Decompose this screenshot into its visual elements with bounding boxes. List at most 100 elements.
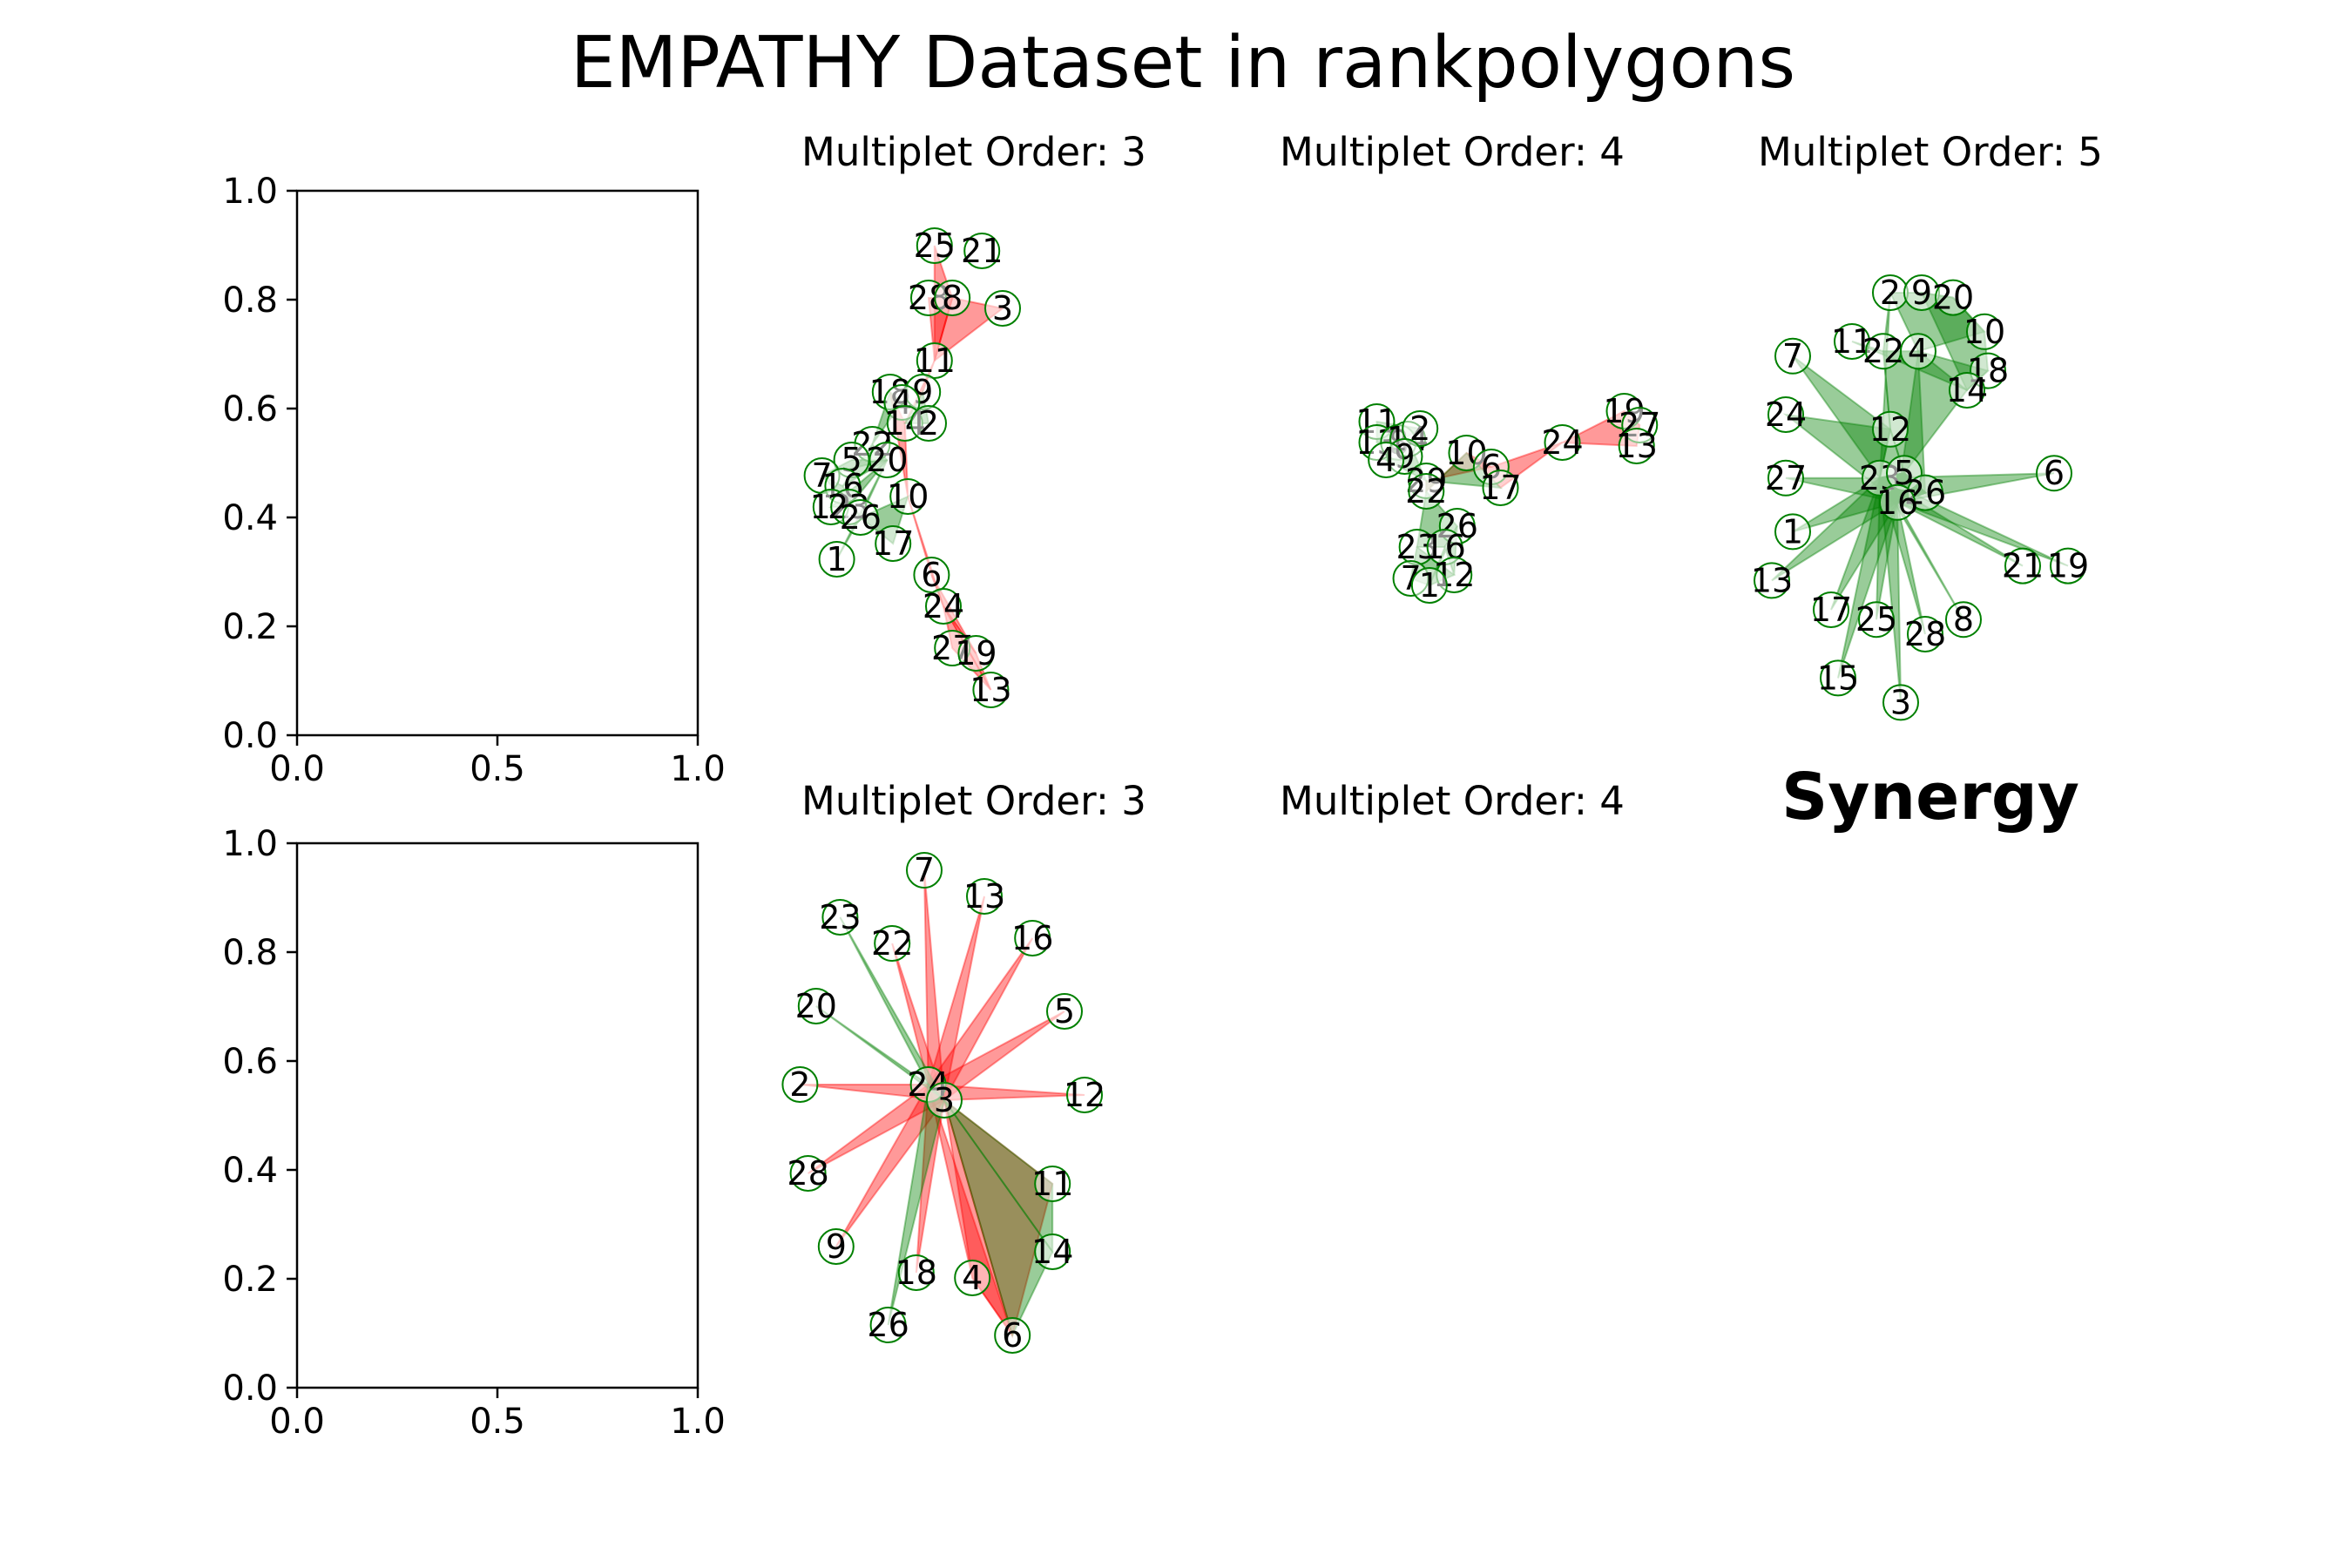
node-label: 4 bbox=[1908, 332, 1929, 370]
node-marker bbox=[1907, 616, 1943, 652]
x-tick-label: 0.0 bbox=[269, 1402, 325, 1442]
node-marker bbox=[2050, 547, 2086, 585]
y-tick-label: 0.0 bbox=[222, 716, 278, 756]
node-label: 2 bbox=[789, 1065, 810, 1104]
node-label: 13 bbox=[1616, 427, 1658, 465]
node-label: 11 bbox=[914, 341, 956, 380]
node-label: 10 bbox=[1963, 313, 2005, 351]
redundancy-hyperedge bbox=[943, 1098, 1054, 1339]
y-tick-label: 0.4 bbox=[222, 498, 278, 538]
node-marker bbox=[925, 588, 962, 625]
y-tick-label: 0.6 bbox=[222, 389, 278, 429]
node-label: 2 bbox=[1880, 274, 1901, 312]
node-marker bbox=[1813, 591, 1849, 628]
node-marker bbox=[966, 878, 1003, 915]
node-label: 13 bbox=[1751, 561, 1793, 599]
x-tick-label: 0.5 bbox=[470, 1402, 525, 1442]
empty-axes-top: 0.0 0.5 1.0 0.0 0.2 0.4 0.6 0.8 1.0 bbox=[222, 172, 725, 789]
node-label: 8 bbox=[942, 279, 963, 317]
node-marker bbox=[910, 405, 947, 442]
node-marker bbox=[1618, 428, 1655, 464]
node-marker bbox=[916, 227, 953, 264]
node-marker bbox=[1858, 601, 1895, 639]
node-marker bbox=[957, 635, 995, 672]
node-label: 26 bbox=[840, 498, 882, 537]
synergy-label: Synergy bbox=[1781, 760, 2079, 835]
node-label: 24 bbox=[1541, 423, 1583, 462]
node-marker bbox=[781, 1066, 819, 1103]
node-label: 17 bbox=[872, 524, 914, 563]
y-tick-label: 0.2 bbox=[222, 1260, 278, 1300]
node-marker bbox=[1945, 601, 1982, 639]
y-tick-label: 1.0 bbox=[222, 824, 278, 864]
node-marker bbox=[1820, 659, 1856, 697]
node-marker bbox=[874, 925, 911, 962]
node-label: 2 bbox=[918, 404, 939, 443]
node-marker bbox=[889, 478, 927, 515]
node-marker bbox=[1774, 513, 1811, 551]
node-label: 3 bbox=[992, 289, 1013, 328]
node-label: 28 bbox=[787, 1154, 828, 1193]
node-marker bbox=[1410, 567, 1448, 604]
node-marker bbox=[1482, 470, 1519, 506]
node-label: 3 bbox=[934, 1081, 955, 1119]
node-label: 3 bbox=[1890, 683, 1911, 721]
y-tick-label: 0.0 bbox=[222, 1369, 278, 1409]
panel-title-order4-bottom: Multiplet Order: 4 bbox=[1280, 778, 1625, 824]
node-marker bbox=[841, 499, 879, 536]
node-marker bbox=[869, 1307, 907, 1343]
node-marker bbox=[1872, 410, 1909, 448]
node-marker bbox=[818, 541, 855, 578]
node-label: 8 bbox=[1953, 600, 1974, 639]
node-marker bbox=[1949, 372, 1985, 409]
panel-title-order3-top: Multiplet Order: 3 bbox=[801, 129, 1146, 175]
node-label: 25 bbox=[914, 226, 956, 265]
node-label: 22 bbox=[871, 924, 913, 963]
node-marker bbox=[926, 1082, 963, 1119]
y-tick-label: 0.8 bbox=[222, 933, 278, 973]
node-label: 16 bbox=[1876, 483, 1918, 522]
node-label: 1 bbox=[1782, 512, 1803, 551]
x-tick-label: 0.0 bbox=[269, 749, 325, 789]
node-marker bbox=[1882, 684, 1919, 721]
network-panel-order4-top: 1113814294106292217241927132623167121 bbox=[1355, 392, 1660, 605]
node-marker bbox=[1900, 333, 1936, 370]
node-marker bbox=[1966, 313, 2003, 350]
node-label: 13 bbox=[963, 877, 1005, 916]
node-marker bbox=[1767, 459, 1804, 497]
node-marker bbox=[797, 988, 835, 1024]
node-label: 20 bbox=[1932, 279, 1974, 317]
node-marker bbox=[821, 899, 859, 936]
synergy-hyperedge bbox=[943, 1099, 1054, 1338]
node-label: 20 bbox=[866, 441, 908, 479]
node-label: 21 bbox=[961, 232, 1003, 270]
panel-title-order3-bottom: Multiplet Order: 3 bbox=[801, 778, 1146, 824]
x-tick-label: 0.5 bbox=[470, 749, 525, 789]
node-label: 1 bbox=[1419, 566, 1440, 605]
node-marker bbox=[1767, 396, 1804, 433]
node-label: 24 bbox=[923, 587, 964, 625]
node-marker bbox=[1754, 562, 1790, 599]
figure-title: EMPATHY Dataset in rankpolygons bbox=[571, 22, 1795, 105]
node-marker bbox=[1034, 1166, 1071, 1202]
node-label: 1 bbox=[827, 540, 848, 578]
node-marker bbox=[954, 1260, 991, 1296]
node-label: 25 bbox=[1855, 600, 1897, 639]
node-label: 5 bbox=[1054, 992, 1075, 1031]
node-marker bbox=[2036, 455, 2072, 492]
node-label: 17 bbox=[1810, 591, 1852, 629]
node-marker bbox=[1408, 473, 1445, 510]
node-marker bbox=[789, 1155, 827, 1192]
empty-axes-bottom: 0.0 0.5 1.0 0.0 0.2 0.4 0.6 0.8 1.0 bbox=[222, 824, 725, 1442]
node-marker bbox=[1544, 424, 1581, 461]
node-marker bbox=[963, 233, 1001, 269]
node-label: 7 bbox=[914, 851, 935, 889]
node-label: 24 bbox=[1765, 395, 1807, 434]
node-marker bbox=[1046, 993, 1083, 1030]
panel-title-order4-top: Multiplet Order: 4 bbox=[1280, 129, 1625, 175]
node-label: 6 bbox=[2044, 454, 2065, 492]
node-marker bbox=[2004, 547, 2041, 585]
redundancy-hyperedge bbox=[943, 1099, 1014, 1336]
